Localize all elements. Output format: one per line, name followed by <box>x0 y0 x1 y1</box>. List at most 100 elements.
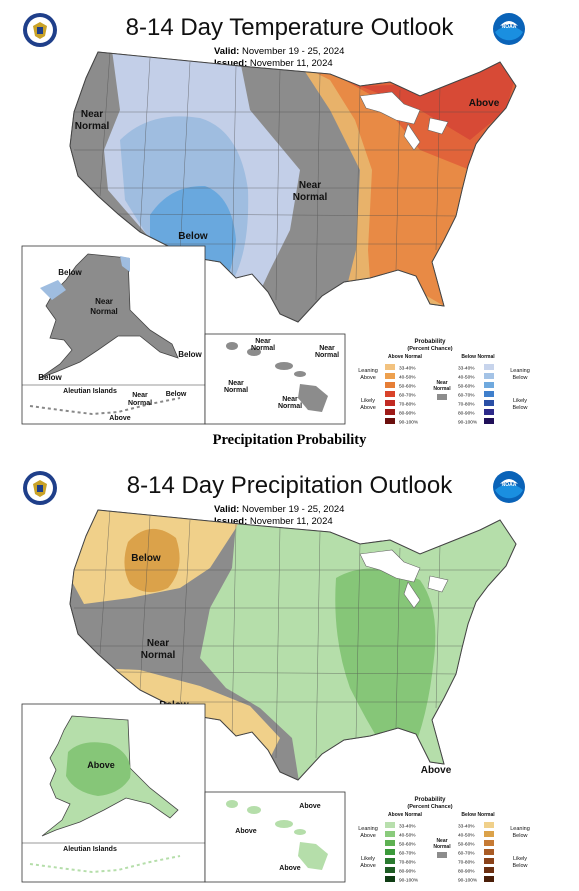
legend-below-swatch <box>484 831 494 837</box>
legend-above-bin-label: 80-90% <box>399 869 416 875</box>
legend-likely-r-p: Likely <box>513 856 527 862</box>
legend-below-swatch <box>484 382 494 388</box>
hawaii-near-1: Near <box>255 338 271 345</box>
legend-below-bin-label: 80-90% <box>458 869 475 875</box>
legend-title: Probability <box>414 339 446 345</box>
legend-subtitle: (Percent Chance) <box>407 346 452 352</box>
legend-likely-r: Likely <box>513 398 527 404</box>
hawaii-inset-p: Above Above Above <box>204 791 346 883</box>
label-near-normal-central: Near <box>299 180 321 191</box>
legend-below-swatch <box>484 822 494 828</box>
label-near-normal-west-2: Normal <box>75 121 110 132</box>
great-lakes <box>359 91 449 151</box>
alaska-label-below-bottom: Below <box>38 373 62 382</box>
legend-above-swatch <box>385 849 395 855</box>
hawaii-normal-1: Normal <box>251 345 275 352</box>
precipitation-outlook-panel: 8-14 Day Precipitation Outlook Valid: No… <box>0 458 579 891</box>
alaska-label-near: Near <box>95 297 113 306</box>
legend-above-bin-label: 50-60% <box>399 842 416 848</box>
legend-near: Near <box>436 380 447 386</box>
temperature-map: Near Normal Near Normal Below Above Belo… <box>21 51 530 426</box>
prec-label-below-nw: Below <box>131 553 161 564</box>
legend-leaning-below-p: Below <box>513 833 528 839</box>
prec-label-normal: Normal <box>141 650 176 661</box>
hawaii-normal-2: Normal <box>315 352 339 359</box>
legend-above-bin-label: 40-50% <box>399 833 416 839</box>
hawaii-near-2: Near <box>319 345 335 352</box>
legend-below-swatch <box>484 364 494 370</box>
valid-label: Valid: <box>214 46 240 57</box>
legend-below-swatch <box>484 418 494 424</box>
aleutian-label-above: Above <box>109 415 131 422</box>
precipitation-legend: Probability (Percent Chance) Above Norma… <box>358 797 530 884</box>
legend-below-header-p: Below Normal <box>461 812 495 818</box>
legend-above-bin-label: 60-70% <box>399 851 416 857</box>
legend-near-normal-swatch-p <box>437 852 447 858</box>
legend-below-bin-label: 70-80% <box>458 402 475 408</box>
legend-near-p: Near <box>436 838 447 844</box>
legend-below-swatch <box>484 373 494 379</box>
legend-below-swatch <box>484 867 494 873</box>
legend-below-bin-label: 40-50% <box>458 833 475 839</box>
alaska-label-below-right: Below <box>178 350 202 359</box>
legend-above-bin-label: 80-90% <box>399 411 416 417</box>
legend-below-bin-label: 90-100% <box>458 420 478 426</box>
alaska-above-40-region <box>66 742 131 796</box>
legend-subtitle-p: (Percent Chance) <box>407 804 452 810</box>
legend-above-bin-label: 33-40% <box>399 366 416 372</box>
legend-below-bin-label: 33-40% <box>458 366 475 372</box>
legend-above-swatch <box>385 382 395 388</box>
legend-normal-p: Normal <box>433 844 451 850</box>
legend-below-bin-label: 70-80% <box>458 860 475 866</box>
legend-above-swatch <box>385 400 395 406</box>
legend-above-header-p: Above Normal <box>388 812 423 818</box>
svg-text:NOAA: NOAA <box>502 482 517 488</box>
legend-below-swatch <box>484 840 494 846</box>
legend-above-bin-label: 70-80% <box>399 860 416 866</box>
aleutian-label-normal: Normal <box>128 400 152 407</box>
alaska-inset-p: Above Aleutian Islands <box>21 703 206 883</box>
doc-seal-icon <box>23 13 57 47</box>
precipitation-valid-line: Valid: November 19 - 25, 2024 <box>214 504 344 516</box>
aleutian-islands-label: Aleutian Islands <box>63 388 117 395</box>
legend-above-swatch <box>385 418 395 424</box>
legend-above-bin-label: 33-40% <box>399 824 416 830</box>
legend-above-header: Above Normal <box>388 354 423 360</box>
legend-leaning-below: Below <box>513 375 528 381</box>
legend-above-bin-label: 70-80% <box>399 402 416 408</box>
section-heading: Precipitation Probability <box>212 432 367 448</box>
legend-below-header: Below Normal <box>461 354 495 360</box>
issued-label: Issued: <box>214 58 248 69</box>
hawaii-near-4: Near <box>282 396 298 403</box>
legend-likely-below: Below <box>513 405 528 411</box>
legend-above-bin-label: 90-100% <box>399 878 419 884</box>
noaa-logo-icon-2: NOAA <box>493 471 525 503</box>
issued-value: November 11, 2024 <box>249 58 333 69</box>
label-above-northeast: Above <box>469 98 500 109</box>
hawaii-normal-4: Normal <box>278 403 302 410</box>
legend-leaning-p: Leaning <box>358 826 378 832</box>
legend-below-bin-label: 90-100% <box>458 878 478 884</box>
legend-above-swatch <box>385 391 395 397</box>
legend-above-bin-label: 50-60% <box>399 384 416 390</box>
legend-above-swatch <box>385 840 395 846</box>
legend-leaning-above: Above <box>360 375 376 381</box>
legend-above-bin-label: 60-70% <box>399 393 416 399</box>
prec-above-40-region <box>335 568 436 758</box>
legend-below-bin-label: 60-70% <box>458 393 475 399</box>
great-lakes-p <box>359 549 449 609</box>
alaska-label-below-top: Below <box>58 268 82 277</box>
legend-below-bin-label: 80-90% <box>458 411 475 417</box>
temperature-valid-line: Valid: November 19 - 25, 2024 <box>214 46 344 58</box>
issued-value-2: November 11, 2024 <box>249 516 333 527</box>
noaa-logo-icon: NOAA <box>493 13 525 45</box>
precipitation-issued-line: Issued: November 11, 2024 <box>214 516 333 528</box>
prec-label-above-se: Above <box>421 765 452 776</box>
legend-below-swatch <box>484 391 494 397</box>
legend-likely-below-p: Below <box>513 863 528 869</box>
legend-likely: Likely <box>361 398 375 404</box>
legend-below-bin-label: 60-70% <box>458 851 475 857</box>
alaska-label-normal: Normal <box>90 307 118 316</box>
valid-value: November 19 - 25, 2024 <box>241 46 345 57</box>
legend-near-normal-swatch <box>437 394 447 400</box>
